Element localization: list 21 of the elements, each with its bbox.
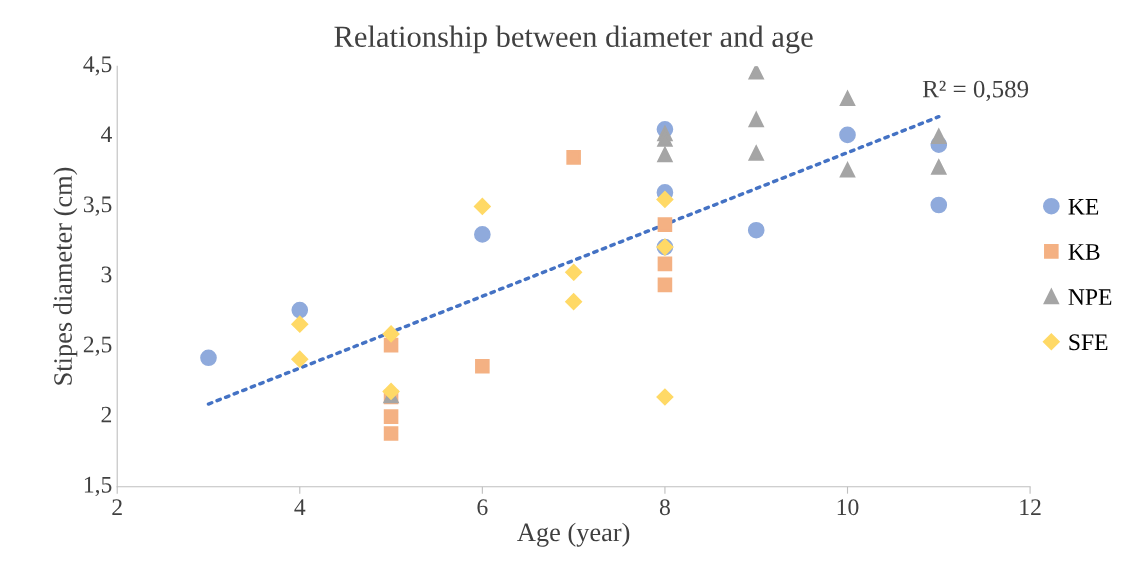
annotation: R² = 0,589	[922, 80, 1029, 102]
y-tick-label: 2,5	[83, 336, 112, 356]
chart-title: Relationship between diameter and age	[334, 25, 813, 54]
legend-label: KB	[1068, 244, 1100, 260]
x-tick-label: 4	[294, 499, 306, 515]
x-axis-title: Age (year)	[517, 522, 630, 547]
y-tick-label: 4,5	[83, 56, 112, 76]
legend-label: KE	[1068, 199, 1099, 215]
y-tick-label: 4	[101, 126, 112, 142]
x-tick-label: 2	[112, 499, 122, 515]
y-tick-label: 3,5	[83, 196, 112, 216]
y-tick-label: 3	[101, 266, 112, 283]
x-tick-label: 8	[659, 499, 670, 516]
legend-label: SFE	[1069, 334, 1108, 351]
y-tick-label: 1,5	[84, 476, 112, 497]
x-tick-label: 10	[837, 499, 859, 516]
y-axis-title: Stipes diameter (cm)	[53, 167, 78, 385]
x-tick-label: 12	[1020, 499, 1041, 515]
y-tick-label: 2	[101, 406, 112, 423]
legend-label: NPE	[1068, 289, 1112, 305]
x-tick-label: 6	[477, 499, 488, 516]
